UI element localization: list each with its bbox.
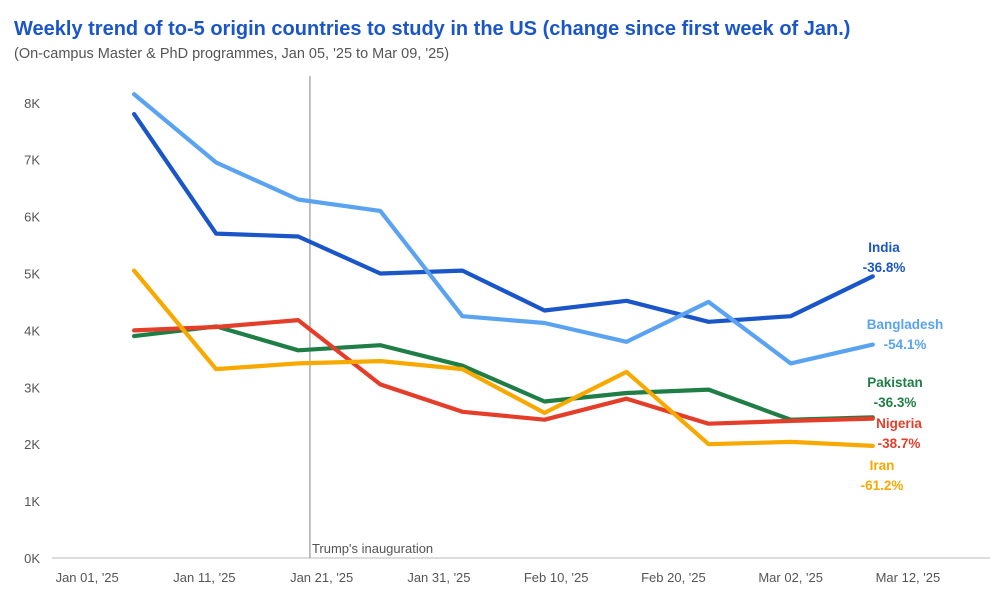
y-tick-label: 8K — [24, 96, 40, 111]
inauguration-label: Trump's inauguration — [312, 541, 433, 556]
y-tick-label: 4K — [24, 323, 40, 338]
series-line-india — [132, 111, 875, 324]
y-tick-label: 1K — [24, 494, 40, 509]
series-label-name: Iran — [870, 458, 895, 473]
series-label-name: Nigeria — [876, 416, 922, 431]
y-tick-label: 3K — [24, 380, 40, 395]
x-tick-label: Jan 11, '25 — [173, 570, 235, 585]
y-tick-label: 6K — [24, 210, 40, 225]
series-label-change: -61.2% — [861, 478, 904, 493]
series-label-change: -36.3% — [874, 395, 917, 410]
x-tick-label: Feb 20, '25 — [641, 570, 706, 585]
chart-title: Weekly trend of to-5 origin countries to… — [14, 18, 851, 40]
series-label-name: India — [868, 240, 900, 255]
x-tick-label: Jan 01, '25 — [56, 570, 119, 585]
chart-subtitle: (On-campus Master & PhD programmes, Jan … — [14, 46, 450, 62]
y-tick-label: 5K — [24, 266, 40, 281]
series-label-change: -38.7% — [878, 436, 921, 451]
x-tick-label: Jan 31, '25 — [407, 570, 470, 585]
series-line-pakistan — [132, 324, 875, 422]
series-label-change: -54.1% — [884, 337, 927, 352]
series-line-iran — [132, 268, 875, 448]
series-line-nigeria — [132, 318, 875, 426]
series-line-bangladesh — [132, 92, 875, 366]
series-label-name: Pakistan — [867, 375, 923, 390]
y-tick-label: 2K — [24, 437, 40, 452]
x-tick-label: Mar 02, '25 — [758, 570, 823, 585]
series-label-change: -36.8% — [863, 260, 906, 275]
x-tick-label: Jan 21, '25 — [290, 570, 353, 585]
x-tick-label: Feb 10, '25 — [524, 570, 589, 585]
series-label-name: Bangladesh — [867, 317, 944, 332]
x-tick-label: Mar 12, '25 — [876, 570, 941, 585]
y-tick-label: 0K — [24, 551, 40, 566]
y-tick-label: 7K — [24, 153, 40, 168]
